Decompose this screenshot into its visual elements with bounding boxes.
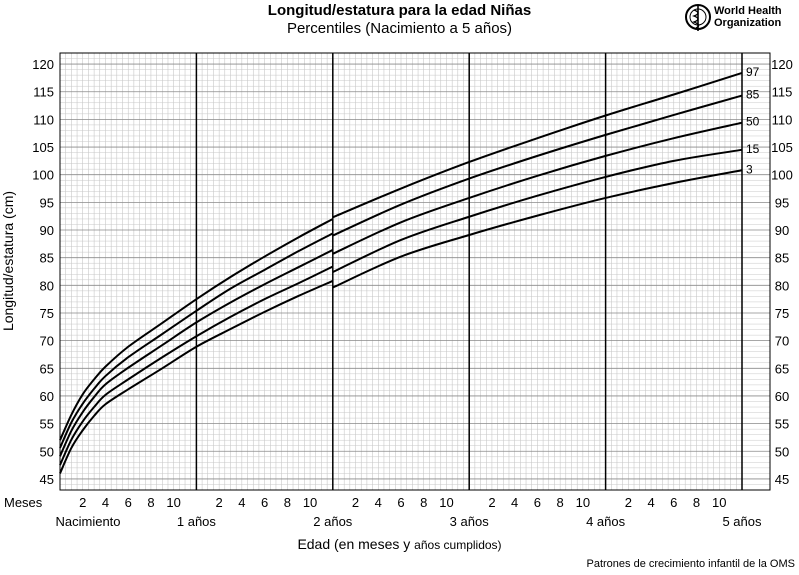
month-tick: 2 <box>488 495 495 510</box>
source-footer: Patrones de crecimiento infantil de la O… <box>586 558 796 570</box>
month-tick: 10 <box>166 495 180 510</box>
y-tick-right: 100 <box>771 168 793 183</box>
month-tick: 8 <box>420 495 427 510</box>
who-emblem-icon <box>685 4 711 31</box>
percentile-85-curve-height <box>332 94 743 237</box>
percentile-50-curve-height <box>332 121 743 255</box>
percentile-3-curve-length <box>59 279 334 474</box>
y-tick-left: 70 <box>40 334 54 349</box>
percentile-label-97: 97 <box>746 65 760 79</box>
y-tick-left: 65 <box>40 361 54 376</box>
percentile-15-curve-length <box>59 265 334 466</box>
month-tick: 10 <box>303 495 317 510</box>
y-tick-right: 105 <box>771 140 793 155</box>
year-label: 4 años <box>586 514 626 529</box>
y-tick-left: 120 <box>32 57 54 72</box>
y-tick-left: 45 <box>40 472 54 487</box>
year-label: Nacimiento <box>55 514 120 529</box>
y-tick-right: 95 <box>775 195 789 210</box>
month-tick: 10 <box>576 495 590 510</box>
month-tick: 6 <box>261 495 268 510</box>
month-tick: 2 <box>79 495 86 510</box>
plot-frame <box>59 52 771 491</box>
y-tick-left: 85 <box>40 251 54 266</box>
percentile-label-3: 3 <box>746 162 753 176</box>
x-axis-label-main: Edad (en meses y <box>297 536 411 552</box>
y-tick-right: 60 <box>775 389 789 404</box>
month-tick: 6 <box>670 495 677 510</box>
percentile-label-50: 50 <box>746 115 760 129</box>
y-tick-left: 115 <box>33 85 54 100</box>
month-tick: 8 <box>557 495 564 510</box>
y-tick-right: 80 <box>775 278 789 293</box>
year-label: 1 años <box>177 514 217 529</box>
y-tick-right: 110 <box>772 112 793 127</box>
percentile-label-15: 15 <box>746 142 760 156</box>
month-tick: 4 <box>238 495 245 510</box>
y-tick-right: 55 <box>775 417 789 432</box>
plot-area <box>60 53 770 490</box>
month-tick: 8 <box>693 495 700 510</box>
y-tick-right: 50 <box>775 444 789 459</box>
y-tick-right: 45 <box>775 472 789 487</box>
month-tick: 2 <box>625 495 632 510</box>
y-tick-left: 100 <box>32 168 54 183</box>
y-tick-left: 80 <box>40 278 54 293</box>
month-row-label: Meses <box>4 495 43 510</box>
month-tick: 10 <box>712 495 726 510</box>
y-tick-right: 90 <box>775 223 789 238</box>
month-tick: 4 <box>375 495 382 510</box>
month-tick: 2 <box>352 495 359 510</box>
logo-line1: World Health <box>714 5 782 17</box>
percentile-97-curve-length <box>59 218 334 441</box>
year-label: 5 años <box>722 514 762 529</box>
y-axis-label: Longitud/estatura (cm) <box>0 190 16 332</box>
y-tick-right: 115 <box>772 85 793 100</box>
month-tick: 4 <box>511 495 518 510</box>
y-tick-left: 90 <box>40 223 54 238</box>
y-tick-right: 120 <box>771 57 793 72</box>
month-tick: 10 <box>439 495 453 510</box>
y-tick-right: 85 <box>775 251 789 266</box>
month-tick: 4 <box>647 495 654 510</box>
y-tick-left: 55 <box>40 417 54 432</box>
percentile-15-curve-height <box>332 148 743 273</box>
who-logo: World Health Organization <box>684 2 796 38</box>
month-tick: 6 <box>534 495 541 510</box>
y-tick-right: 65 <box>775 361 789 376</box>
percentile-label-85: 85 <box>746 88 760 102</box>
percentile-85-curve-length <box>59 232 334 449</box>
y-tick-right: 75 <box>775 306 789 321</box>
month-tick: 8 <box>147 495 154 510</box>
x-axis-label: Edad (en meses y años cumplidos) <box>0 536 799 552</box>
year-label: 2 años <box>313 514 353 529</box>
y-tick-left: 95 <box>40 195 54 210</box>
month-tick: 6 <box>125 495 132 510</box>
y-tick-left: 105 <box>32 140 54 155</box>
percentile-3-curve-height <box>332 169 743 289</box>
year-label: 3 años <box>450 514 490 529</box>
y-tick-left: 60 <box>40 389 54 404</box>
y-tick-left: 75 <box>40 306 54 321</box>
chart-subtitle: Percentiles (Nacimiento a 5 años) <box>286 20 513 37</box>
y-tick-left: 50 <box>40 444 54 459</box>
x-axis-label-small: años cumplidos) <box>414 538 502 552</box>
y-tick-left: 110 <box>33 112 54 127</box>
percentile-97-curve-height <box>332 71 743 219</box>
month-tick: 4 <box>102 495 109 510</box>
month-tick: 2 <box>216 495 223 510</box>
month-tick: 8 <box>284 495 291 510</box>
percentile-50-curve-length <box>59 249 334 457</box>
month-tick: 6 <box>397 495 404 510</box>
logo-line2: Organization <box>714 17 782 29</box>
y-tick-right: 70 <box>775 334 789 349</box>
chart-title: Longitud/estatura para la edad Niñas <box>267 2 532 19</box>
